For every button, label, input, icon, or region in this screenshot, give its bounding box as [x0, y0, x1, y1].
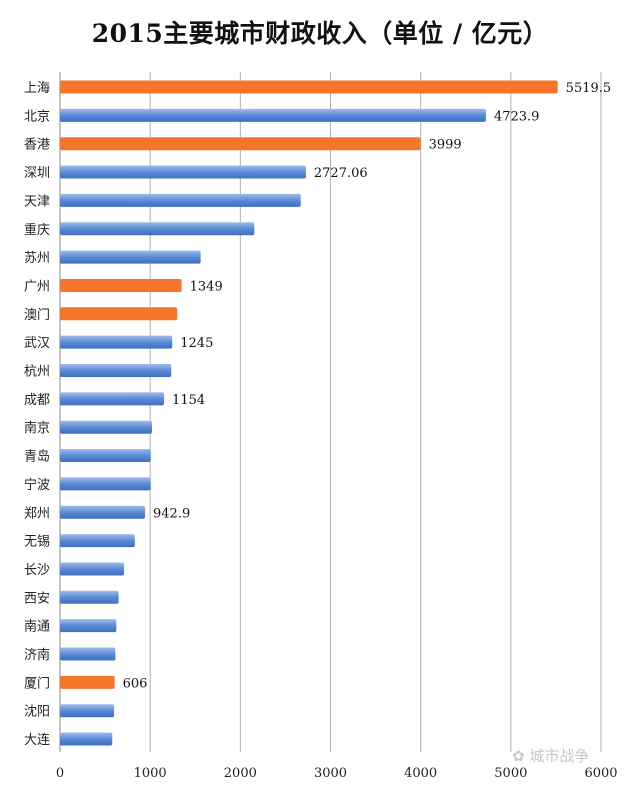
labels: 0 1000 2000 3000 4000 5000 6000 上海 5519.5 北京 4723.…: [24, 81, 618, 781]
bar: [60, 505, 146, 519]
data-label: 942.9: [153, 506, 190, 521]
category-label: 宁波: [24, 477, 50, 493]
bar: [60, 420, 152, 434]
category-label: 重庆: [24, 222, 50, 238]
category-label: 厦门: [24, 676, 50, 691]
watermark: ✿ 城市战争: [512, 745, 589, 766]
x-tick-label: 0: [56, 766, 64, 781]
bar: [60, 562, 125, 576]
x-tick-label: 1000: [134, 766, 167, 781]
bar: [60, 590, 119, 604]
bar: [60, 392, 165, 406]
category-label: 北京: [24, 109, 50, 124]
category-label: 大连: [24, 732, 50, 748]
bar: [60, 222, 255, 236]
bar: [60, 449, 151, 463]
x-tick-label: 4000: [404, 766, 437, 781]
bar: [60, 307, 178, 321]
bar: [60, 278, 182, 292]
bar: [60, 619, 117, 633]
bar: [60, 534, 135, 548]
category-label: 南通: [24, 619, 50, 635]
x-tick-label: 5000: [494, 766, 527, 781]
category-label: 广州: [24, 279, 50, 294]
category-label: 无锡: [24, 535, 50, 550]
bar: [60, 137, 421, 151]
bar: [60, 364, 172, 377]
category-label: 青岛: [24, 449, 50, 465]
bar: [60, 647, 116, 661]
bar: [60, 250, 201, 264]
bar: [60, 165, 306, 179]
data-label: 1245: [180, 336, 213, 351]
data-label: 5519.5: [566, 81, 612, 96]
bar: [60, 108, 486, 122]
data-label: 606: [123, 676, 148, 691]
category-label: 杭州: [24, 365, 50, 380]
category-label: 澳门: [24, 307, 50, 323]
category-label: 南京: [24, 420, 50, 436]
data-label: 2727.06: [314, 166, 368, 181]
category-label: 沈阳: [24, 705, 50, 720]
bar: [60, 704, 115, 718]
category-label: 长沙: [24, 563, 50, 578]
category-label: 成都: [24, 393, 50, 408]
grid-lines: [59, 72, 602, 752]
category-label: 济南: [24, 647, 50, 663]
category-label: 深圳: [24, 166, 50, 181]
bar: [60, 335, 173, 349]
data-label: 4723.9: [494, 109, 540, 124]
watermark-text: 城市战争: [529, 747, 590, 765]
bar: [60, 732, 113, 746]
category-label: 香港: [24, 138, 50, 153]
category-label: 西安: [24, 591, 50, 606]
category-label: 上海: [24, 81, 50, 96]
data-label: 1349: [190, 279, 223, 294]
x-tick-label: 3000: [314, 766, 347, 781]
bar: [60, 193, 301, 207]
bar: [60, 477, 151, 491]
bar: [60, 80, 558, 94]
bar: [60, 675, 115, 689]
x-tick-label: 6000: [584, 766, 617, 781]
category-label: 苏州: [24, 250, 50, 266]
category-label: 武汉: [24, 336, 50, 351]
data-label: 1154: [172, 393, 205, 408]
category-label: 郑州: [24, 506, 50, 521]
data-label: 3999: [429, 138, 462, 153]
chart-title: 2015主要城市财政收入（单位 / 亿元）: [91, 19, 549, 48]
x-tick-label: 2000: [224, 766, 257, 781]
bars: [60, 80, 558, 746]
wechat-icon: ✿: [512, 747, 530, 765]
category-label: 天津: [24, 194, 50, 209]
